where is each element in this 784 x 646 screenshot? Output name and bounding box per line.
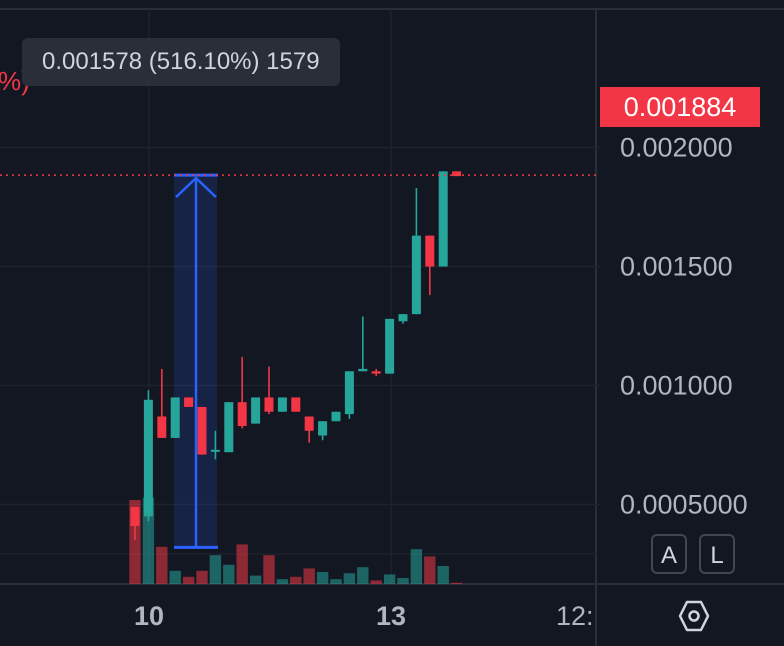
auto-scale-button[interactable]: A	[651, 534, 687, 574]
candle-body	[224, 402, 234, 453]
measure-arrow-head	[175, 176, 217, 199]
x-tick-13: 13	[376, 601, 406, 631]
volume-bar	[303, 568, 315, 584]
candle-body	[143, 399, 153, 517]
candle-body	[157, 416, 167, 438]
volume-bar	[129, 500, 141, 584]
volume-bar	[142, 497, 155, 584]
candle-body	[385, 318, 395, 374]
y-axis-ticks: 0.0005000 0.001000 0.001500 0.002000	[620, 133, 748, 520]
volume-bar	[410, 549, 423, 584]
candlestick-series	[130, 171, 462, 541]
candle-body	[170, 397, 180, 438]
volume-bar	[209, 555, 222, 584]
settings-icon[interactable]	[676, 598, 712, 634]
x-tick-12: 12:	[556, 601, 594, 631]
volume-bar	[357, 567, 369, 584]
volume-bar	[343, 573, 356, 584]
volume-bar	[397, 578, 409, 584]
volume-bar	[223, 564, 235, 584]
candle-body	[264, 397, 274, 412]
x-tick-10: 10	[134, 601, 164, 631]
volume-bar	[437, 566, 449, 584]
candle-body	[277, 397, 287, 412]
volume-bar	[196, 570, 208, 584]
measure-tooltip: 0.001578 (516.10%) 1579	[22, 38, 340, 86]
y-tick-label: 0.001500	[620, 252, 733, 282]
candle-body	[331, 411, 341, 422]
candle-body	[130, 506, 140, 526]
volume-bar	[276, 579, 289, 584]
measure-tool[interactable]	[174, 173, 218, 549]
candle-body	[197, 406, 207, 455]
candle-body	[438, 171, 448, 267]
y-tick-label: 0.0005000	[620, 490, 748, 520]
volume-bar	[383, 574, 396, 584]
candle-body	[425, 235, 435, 267]
volume-bar	[182, 576, 195, 584]
volume-bar	[316, 572, 329, 584]
horizontal-gridlines	[0, 146, 600, 506]
volume-bars	[129, 497, 463, 584]
log-scale-button[interactable]: L	[699, 534, 735, 574]
volume-bar	[370, 580, 382, 584]
y-tick-label: 0.002000	[620, 133, 733, 163]
volume-bar	[424, 556, 436, 584]
volume-bar	[330, 579, 342, 584]
candle-body	[371, 371, 381, 374]
last-price-label: 0.001884	[600, 87, 760, 127]
y-tick-label: 0.001000	[620, 371, 733, 401]
candle-body	[251, 397, 261, 424]
candle-body	[358, 368, 368, 372]
candle-body	[344, 371, 354, 415]
volume-bar	[263, 555, 275, 584]
volume-bar	[156, 546, 168, 584]
volume-bar	[236, 544, 248, 584]
volume-bar	[450, 582, 463, 584]
candle-body	[291, 397, 301, 412]
candle-body	[411, 235, 421, 315]
candle-body	[318, 421, 328, 436]
candle-body	[304, 416, 314, 431]
volume-bar	[169, 570, 181, 584]
candle-body	[452, 171, 462, 177]
candle-body	[210, 449, 220, 452]
volume-bar	[249, 575, 262, 584]
candle-body	[237, 402, 247, 426]
candle-body	[184, 397, 194, 407]
volume-bar	[290, 576, 302, 584]
candle-body	[398, 314, 408, 322]
